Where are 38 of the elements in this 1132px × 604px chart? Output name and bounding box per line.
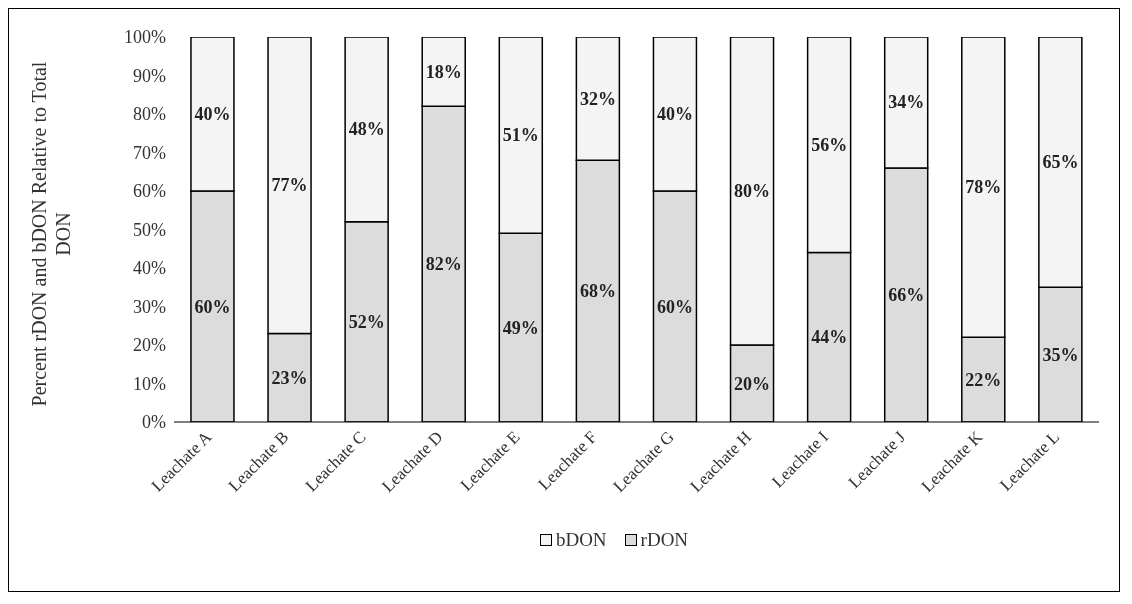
y-tick-label: 40% bbox=[133, 258, 166, 279]
y-tick-label: 100% bbox=[124, 27, 166, 48]
data-label: 44% bbox=[811, 327, 848, 348]
data-label: 40% bbox=[656, 104, 693, 124]
y-tick-label: 20% bbox=[133, 335, 166, 356]
y-tick-label: 90% bbox=[133, 65, 166, 86]
data-label: 32% bbox=[579, 88, 616, 109]
y-axis-title: Percent rDON and bDON Relative to Total DON bbox=[27, 60, 75, 409]
data-label: 40% bbox=[194, 104, 231, 124]
legend-label: rDON bbox=[639, 529, 689, 551]
data-label: 77% bbox=[271, 175, 308, 196]
data-label: 68% bbox=[579, 281, 616, 302]
data-label: 66% bbox=[888, 284, 925, 305]
data-label: 78% bbox=[965, 177, 1002, 198]
data-label: 60% bbox=[194, 296, 231, 317]
data-label: 48% bbox=[348, 119, 385, 140]
data-label: 80% bbox=[734, 181, 771, 201]
data-label: 65% bbox=[1042, 152, 1079, 173]
data-label: 82% bbox=[425, 254, 462, 275]
y-tick-label: 0% bbox=[142, 412, 166, 433]
data-label: 56% bbox=[811, 134, 848, 155]
data-label: 20% bbox=[734, 373, 771, 394]
data-label: 51% bbox=[502, 125, 539, 146]
data-label: 23% bbox=[271, 367, 308, 388]
legend-label: bDON bbox=[554, 529, 607, 551]
y-tick-label: 50% bbox=[133, 219, 166, 240]
y-tick-label: 30% bbox=[133, 296, 166, 317]
y-tick-label: 10% bbox=[133, 373, 166, 394]
data-label: 22% bbox=[965, 369, 1002, 390]
data-label: 52% bbox=[348, 311, 385, 332]
data-label: 18% bbox=[425, 61, 462, 82]
data-label: 60% bbox=[656, 296, 693, 317]
y-tick-label: 80% bbox=[133, 104, 166, 125]
data-label: 34% bbox=[888, 92, 925, 113]
y-tick-label: 60% bbox=[133, 181, 166, 202]
data-label: 49% bbox=[502, 317, 539, 338]
y-tick-label: 70% bbox=[133, 142, 166, 163]
data-label: 35% bbox=[1042, 344, 1079, 365]
